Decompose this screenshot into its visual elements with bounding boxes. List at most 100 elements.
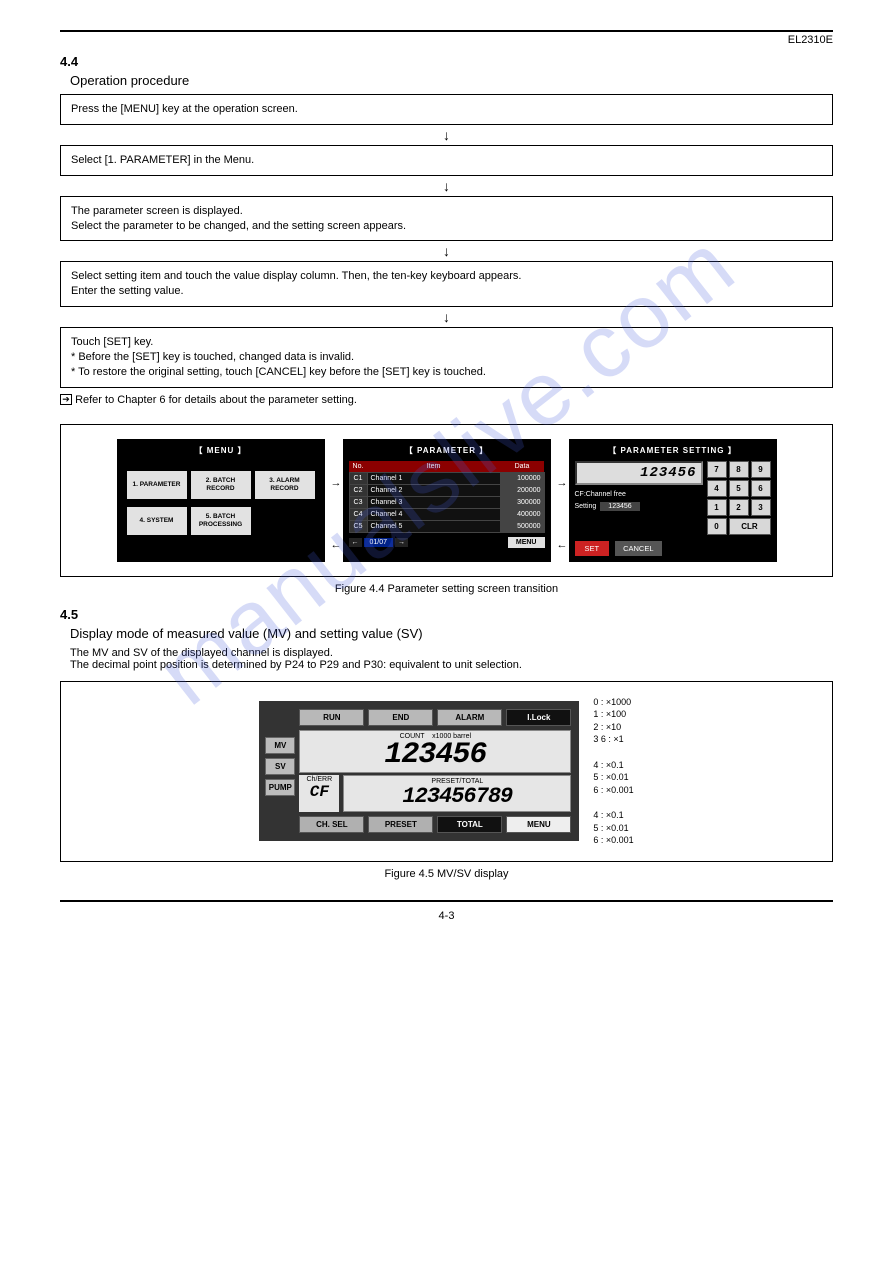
note-line: ➔ Refer to Chapter 6 for details about t…	[60, 394, 833, 406]
key-1[interactable]: 1	[707, 499, 727, 516]
section-number: 4.4	[60, 54, 833, 69]
menu-button[interactable]: MENU	[506, 816, 571, 833]
key-8[interactable]: 8	[729, 461, 749, 478]
legend-item: 3 6 : ×1	[593, 733, 633, 746]
preset-display: PRESET/TOTAL 123456789	[343, 775, 571, 812]
arrow-down-icon: ↓	[60, 310, 833, 324]
flow-step-5: Touch [SET] key. * Before the [SET] key …	[60, 327, 833, 388]
menu-system-button[interactable]: 4. SYSTEM	[127, 507, 187, 535]
cancel-button[interactable]: CANCEL	[615, 541, 661, 556]
preset-button[interactable]: PRESET	[368, 816, 433, 833]
cf-label: CF:Channel free	[575, 491, 703, 498]
menu-button[interactable]: MENU	[508, 537, 545, 548]
flow-step-4: Select setting item and touch the value …	[60, 261, 833, 307]
key-3[interactable]: 3	[751, 499, 771, 516]
parameter-table: No.ItemData C1Channel 1100000 C2Channel …	[349, 461, 545, 533]
ch-sel-button[interactable]: CH. SEL	[299, 816, 364, 833]
key-6[interactable]: 6	[751, 480, 771, 497]
section-title: Operation procedure	[70, 73, 833, 88]
total-button[interactable]: TOTAL	[437, 816, 502, 833]
legend-item: 4 : ×0.1	[593, 809, 633, 822]
col-no: No.	[349, 461, 367, 473]
count-value: 123456	[304, 740, 566, 770]
figure-4-5: MV SV PUMP RUN END ALARM I.Lock COUNT x1…	[60, 681, 833, 862]
page-number: 4-3	[60, 910, 833, 922]
lcd-panel: MV SV PUMP RUN END ALARM I.Lock COUNT x1…	[259, 701, 579, 841]
set-button[interactable]: SET	[575, 541, 610, 556]
ch-err-label: Ch/ERR	[301, 776, 337, 783]
figure-4-4-caption: Figure 4.4 Parameter setting screen tran…	[60, 583, 833, 595]
sv-button[interactable]: SV	[265, 758, 295, 775]
arrow-left-icon: ←	[557, 539, 568, 551]
key-7[interactable]: 7	[707, 461, 727, 478]
arrow-down-icon: ↓	[60, 244, 833, 258]
setting-label: Setting	[575, 503, 597, 510]
figure-4-5-caption: Figure 4.5 MV/SV display	[60, 868, 833, 880]
arrow-down-icon: ↓	[60, 179, 833, 193]
alarm-button[interactable]: ALARM	[437, 709, 502, 726]
parameter-setting-panel: 【 PARAMETER SETTING 】 123456 CF:Channel …	[569, 439, 777, 562]
legend-block: 0 : ×1000 1 : ×100 2 : ×10 3 6 : ×1 4 : …	[593, 696, 633, 847]
arrow-right-icon: ➔	[60, 394, 72, 405]
mv-button[interactable]: MV	[265, 737, 295, 754]
key-5[interactable]: 5	[729, 480, 749, 497]
ch-err-box: Ch/ERR CF	[299, 775, 339, 812]
cf-value: CF	[301, 783, 337, 801]
menu-alarm-record-button[interactable]: 3. ALARM RECORD	[255, 471, 315, 499]
legend-item: 1 : ×100	[593, 708, 633, 721]
key-clr[interactable]: CLR	[729, 518, 771, 535]
section-number: 4.5	[60, 607, 833, 622]
key-9[interactable]: 9	[751, 461, 771, 478]
table-row[interactable]: C5Channel 5500000	[349, 520, 544, 532]
col-data: Data	[500, 461, 544, 473]
col-item: Item	[367, 461, 500, 473]
page-prev-button[interactable]: ←	[349, 538, 362, 547]
legend-item: 4 : ×0.1	[593, 759, 633, 772]
legend-item: 6 : ×0.001	[593, 834, 633, 847]
key-2[interactable]: 2	[729, 499, 749, 516]
legend-item: 2 : ×10	[593, 721, 633, 734]
page-next-button[interactable]: →	[395, 538, 408, 547]
header-code: EL2310E	[60, 34, 833, 46]
menu-panel: 【 MENU 】 1. PARAMETER 2. BATCH RECORD 3.…	[117, 439, 325, 562]
table-row[interactable]: C2Channel 2200000	[349, 484, 544, 496]
arrow-left-icon: ←	[331, 539, 342, 551]
pump-button[interactable]: PUMP	[265, 779, 295, 796]
count-display: COUNT x1000 barrel 123456	[299, 730, 571, 773]
menu-parameter-button[interactable]: 1. PARAMETER	[127, 471, 187, 499]
parameter-panel: 【 PARAMETER 】 No.ItemData C1Channel 1100…	[343, 439, 551, 562]
menu-batch-record-button[interactable]: 2. BATCH RECORD	[191, 471, 251, 499]
flow-step-3: The parameter screen is displayed. Selec…	[60, 196, 833, 242]
end-button[interactable]: END	[368, 709, 433, 726]
setting-value[interactable]: 123456	[600, 502, 639, 511]
section-body: The MV and SV of the displayed channel i…	[70, 647, 833, 671]
rule-top	[60, 30, 833, 32]
flow-step-1: Press the [MENU] key at the operation sc…	[60, 94, 833, 125]
run-button[interactable]: RUN	[299, 709, 364, 726]
page-indicator: 01/07	[364, 538, 394, 547]
menu-batch-processing-button[interactable]: 5. BATCH PROCESSING	[191, 507, 251, 535]
section-title: Display mode of measured value (MV) and …	[70, 626, 833, 641]
rule-bottom	[60, 900, 833, 902]
key-4[interactable]: 4	[707, 480, 727, 497]
legend-item: 5 : ×0.01	[593, 771, 633, 784]
note-text: Refer to Chapter 6 for details about the…	[75, 394, 357, 406]
table-row[interactable]: C4Channel 4400000	[349, 508, 544, 520]
flow-step-2: Select [1. PARAMETER] in the Menu.	[60, 145, 833, 176]
legend-item: 5 : ×0.01	[593, 822, 633, 835]
legend-item: 6 : ×0.001	[593, 784, 633, 797]
setting-display: 123456	[575, 461, 703, 485]
ilock-button[interactable]: I.Lock	[506, 709, 571, 726]
arrow-right-icon: →	[331, 477, 342, 489]
table-row[interactable]: C1Channel 1100000	[349, 472, 544, 484]
preset-value: 123456789	[348, 785, 566, 809]
menu-title: 【 MENU 】	[123, 445, 319, 456]
legend-item: 0 : ×1000	[593, 696, 633, 709]
arrow-right-icon: →	[557, 477, 568, 489]
key-0[interactable]: 0	[707, 518, 727, 535]
table-row[interactable]: C3Channel 3300000	[349, 496, 544, 508]
keypad: 7 8 9 4 5 6 1 2 3 0 CLR	[707, 461, 771, 535]
setting-title: 【 PARAMETER SETTING 】	[575, 445, 771, 456]
parameter-title: 【 PARAMETER 】	[349, 445, 545, 456]
arrow-down-icon: ↓	[60, 128, 833, 142]
